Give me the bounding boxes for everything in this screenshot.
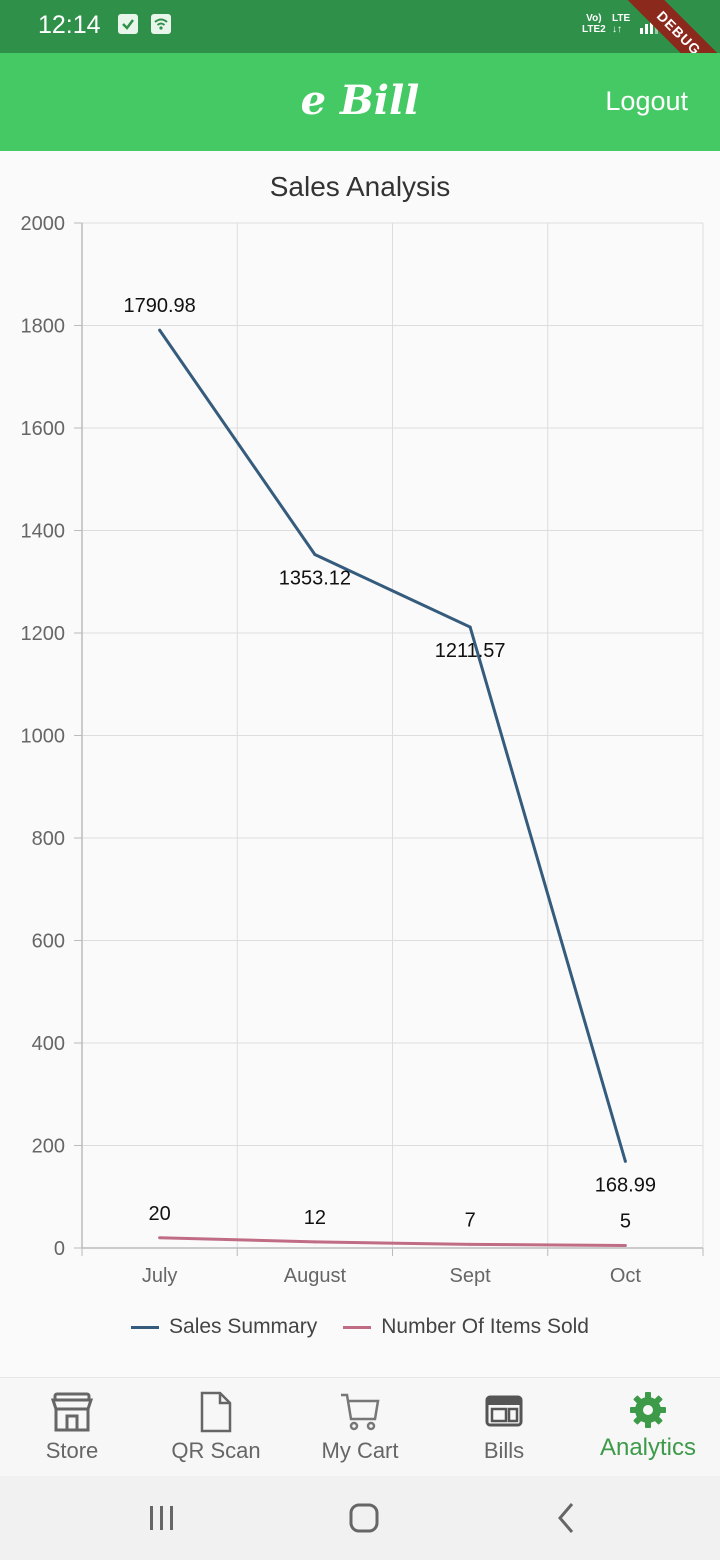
data-label: 5 bbox=[620, 1210, 631, 1232]
data-label: 7 bbox=[465, 1209, 476, 1231]
wifi-notification-icon bbox=[151, 14, 171, 34]
legend-item: Number Of Items Sold bbox=[343, 1315, 589, 1339]
nav-label-my-cart: My Cart bbox=[321, 1438, 399, 1463]
chart-title: Sales Analysis bbox=[269, 171, 451, 202]
legend-label: Number Of Items Sold bbox=[381, 1315, 589, 1338]
series-line-1 bbox=[158, 329, 627, 1162]
gear-icon bbox=[630, 1392, 666, 1428]
y-tick-label: 400 bbox=[32, 1033, 65, 1055]
series-line-2 bbox=[159, 1236, 626, 1247]
y-tick-label: 2000 bbox=[21, 213, 66, 235]
checkbox-notification-icon bbox=[118, 14, 138, 34]
data-point bbox=[158, 328, 162, 332]
y-tick-label: 800 bbox=[32, 828, 65, 850]
app-bar: e Bill Logout bbox=[0, 53, 720, 151]
x-tick-label: August bbox=[284, 1265, 347, 1287]
y-tick-label: 1600 bbox=[21, 418, 66, 440]
nav-item-my-cart[interactable]: My Cart bbox=[288, 1378, 432, 1477]
chart-legend: Sales Summary Number Of Items Sold bbox=[0, 1315, 720, 1339]
app-title: e Bill bbox=[300, 77, 420, 124]
x-tick-label: Sept bbox=[450, 1265, 492, 1287]
y-tick-label: 200 bbox=[32, 1136, 65, 1158]
nav-item-analytics[interactable]: Analytics bbox=[576, 1378, 720, 1477]
volte-indicator: Vo) LTE2 bbox=[582, 13, 606, 35]
home-button[interactable] bbox=[348, 1500, 380, 1536]
y-tick-label: 1800 bbox=[21, 316, 66, 338]
x-tick-label: July bbox=[142, 1265, 178, 1287]
chart-area: Sales Analysis 0 200 400 600 800 1000 1200 1400… bbox=[0, 151, 720, 1377]
legend-label: Sales Summary bbox=[169, 1315, 318, 1338]
data-point bbox=[468, 625, 472, 629]
system-navigation-bar bbox=[0, 1476, 720, 1560]
legend-item: Sales Summary bbox=[131, 1315, 317, 1339]
lte-indicator: LTE ↓↑ bbox=[612, 13, 631, 35]
status-bar: 12:14 Vo) LTE2 LTE ↓↑ DEBUG bbox=[0, 0, 720, 96]
data-label: 168.99 bbox=[595, 1174, 656, 1196]
data-point bbox=[623, 1159, 627, 1163]
sales-line-chart: 0 200 400 600 800 1000 1200 1400 1600 1800 2000 Jul… bbox=[21, 213, 704, 1287]
legend-swatch bbox=[131, 1325, 160, 1329]
data-point bbox=[468, 1242, 472, 1246]
nav-label-store: Store bbox=[45, 1438, 99, 1463]
store-icon bbox=[50, 1392, 94, 1432]
nav-label-qr-scan: QR Scan bbox=[171, 1438, 261, 1463]
y-tick-label: 1200 bbox=[21, 623, 66, 645]
nav-item-qr-scan[interactable]: QR Scan bbox=[144, 1378, 288, 1477]
status-time: 12:14 bbox=[38, 11, 101, 39]
y-tick-label: 0 bbox=[54, 1238, 65, 1260]
data-point bbox=[313, 553, 317, 557]
y-tick-label: 600 bbox=[32, 931, 65, 953]
nav-label-bills: Bills bbox=[483, 1438, 525, 1463]
data-point bbox=[313, 1240, 317, 1244]
data-label: 20 bbox=[149, 1203, 171, 1225]
y-tick-label: 1000 bbox=[21, 726, 66, 748]
cart-icon bbox=[341, 1393, 380, 1431]
data-point bbox=[623, 1243, 627, 1247]
data-label: 12 bbox=[304, 1207, 326, 1229]
data-point bbox=[158, 1236, 162, 1240]
data-label: 1353.12 bbox=[279, 568, 351, 590]
recent-apps-button[interactable] bbox=[148, 1500, 176, 1536]
data-label: 1790.98 bbox=[123, 295, 195, 317]
nav-item-bills[interactable]: Bills bbox=[432, 1378, 576, 1477]
file-icon bbox=[200, 1391, 232, 1433]
data-label: 1211.57 bbox=[435, 640, 506, 662]
nav-item-store[interactable]: Store bbox=[0, 1378, 144, 1477]
nav-label-analytics: Analytics bbox=[599, 1434, 697, 1461]
legend-swatch bbox=[343, 1325, 372, 1329]
bottom-navigation: Store QR Scan My Cart Bills bbox=[0, 1377, 720, 1477]
logout-button[interactable]: Logout bbox=[605, 86, 688, 116]
x-tick-label: Oct bbox=[610, 1265, 642, 1287]
y-tick-label: 1400 bbox=[21, 521, 66, 543]
back-button[interactable] bbox=[552, 1500, 580, 1536]
bills-icon bbox=[485, 1395, 523, 1427]
